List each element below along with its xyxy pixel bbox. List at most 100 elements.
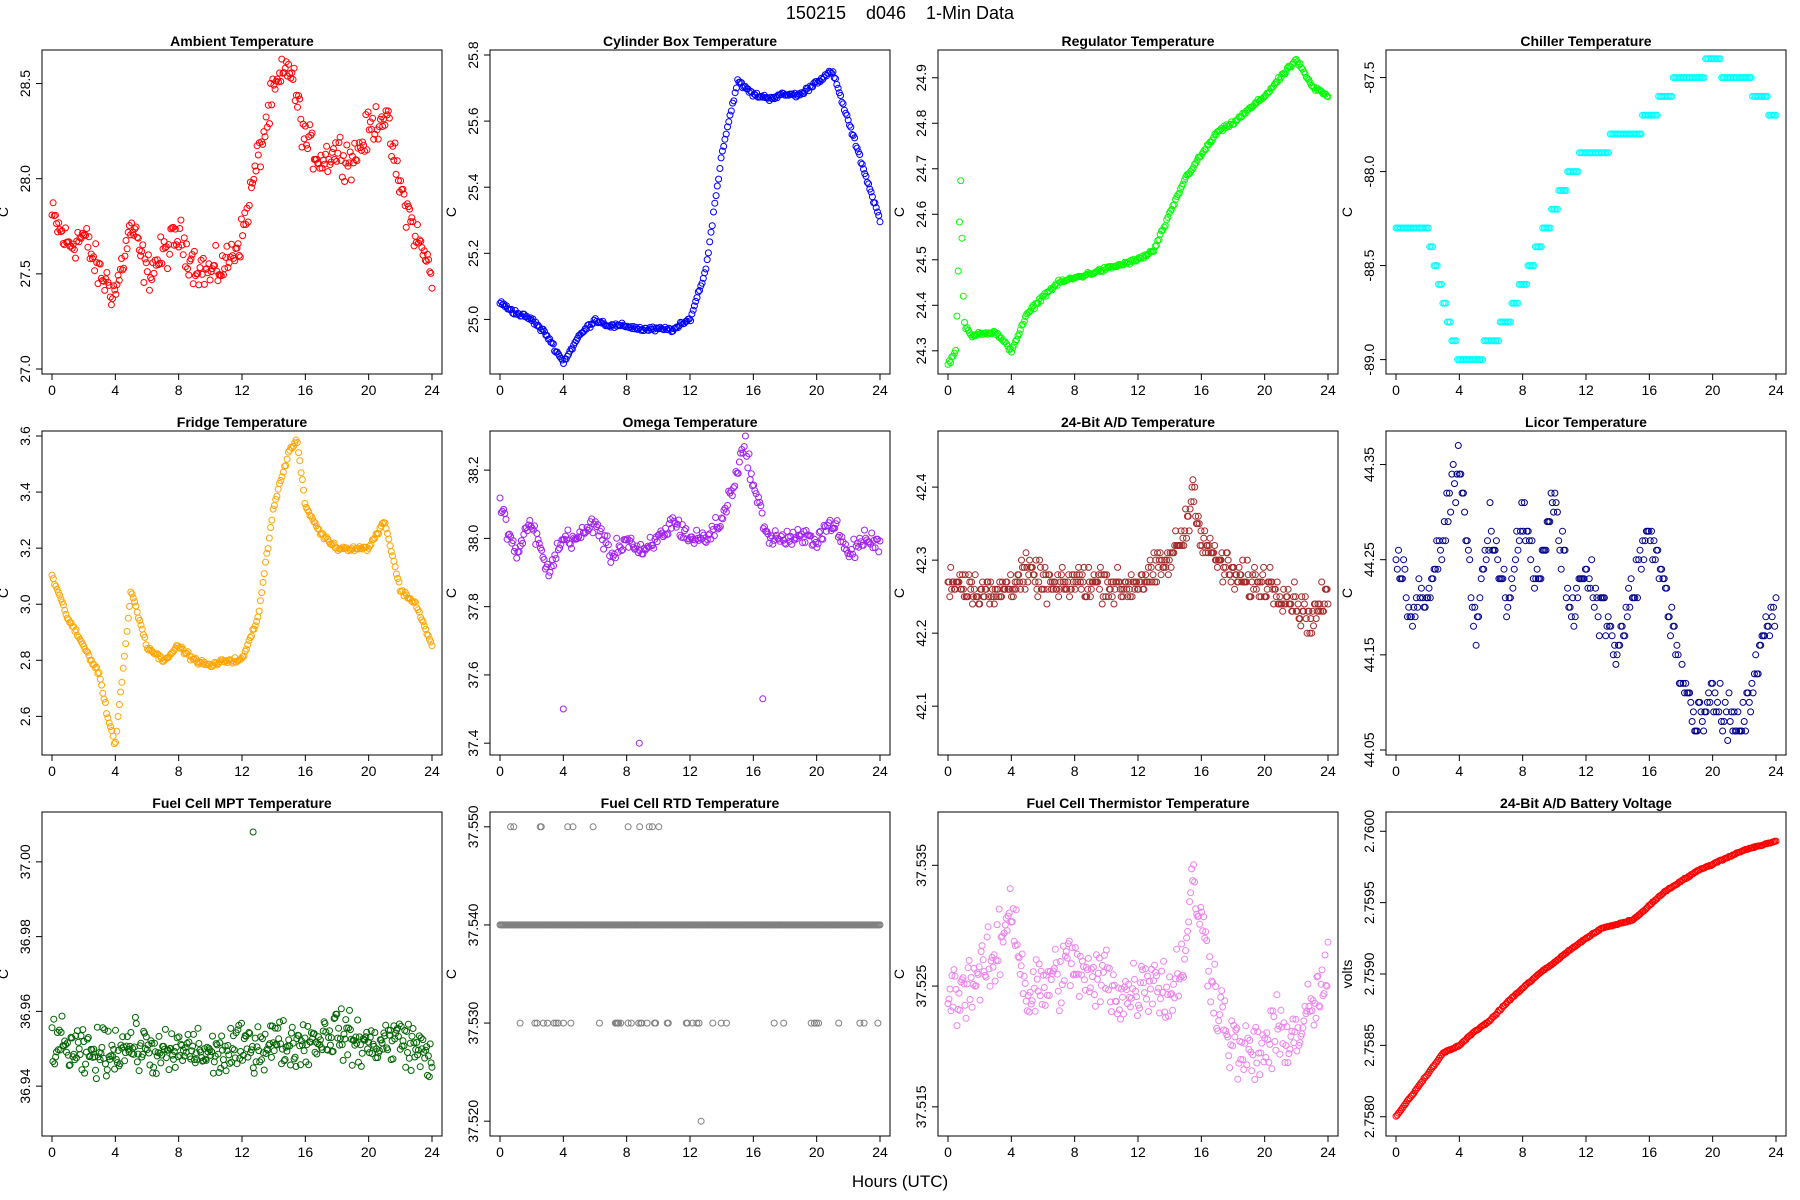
data-point (257, 163, 264, 171)
data-point (251, 622, 259, 630)
data-point (309, 165, 317, 173)
x-tick-label: 16 (298, 382, 314, 398)
data-point (1557, 565, 1565, 573)
data-point (1257, 593, 1265, 601)
y-tick-label: 36.98 (17, 919, 33, 954)
data-point (1590, 603, 1598, 611)
data-point (663, 531, 671, 539)
data-point (1301, 1002, 1309, 1010)
y-tick-label: -88.5 (1361, 249, 1377, 281)
data-point (1217, 993, 1225, 1001)
x-tick-label: 16 (1194, 763, 1210, 779)
data-point (424, 631, 432, 639)
data-point (1508, 575, 1516, 583)
data-point (321, 1020, 329, 1027)
data-point (278, 55, 286, 63)
data-point (402, 223, 410, 231)
data-point (404, 1020, 412, 1028)
data-point (1165, 1012, 1173, 1020)
data-point (1041, 1001, 1049, 1009)
data-point (1757, 641, 1765, 649)
data-point (1270, 1013, 1278, 1021)
data-point (265, 534, 273, 542)
data-point (101, 699, 109, 706)
data-point (546, 568, 554, 576)
data-point (1772, 111, 1780, 119)
data-point (53, 1048, 60, 1056)
data-point (1272, 593, 1280, 601)
data-point (856, 1019, 864, 1027)
data-point (1166, 207, 1174, 215)
y-tick-label: 25.2 (465, 239, 481, 266)
data-point (1070, 571, 1078, 579)
panel-5: Fridge TemperatureC048121620242.62.83.03… (0, 414, 443, 779)
data-point (105, 719, 113, 727)
x-tick-label: 24 (1320, 763, 1336, 779)
data-point (371, 1029, 379, 1036)
data-point (196, 264, 204, 272)
data-point (559, 705, 567, 713)
data-point (1551, 489, 1559, 497)
data-point (353, 157, 361, 165)
data-point (248, 1043, 256, 1050)
data-point (165, 1066, 173, 1074)
data-point (1200, 913, 1208, 921)
data-point (1302, 615, 1310, 623)
data-point (1301, 593, 1309, 601)
data-point (1208, 977, 1216, 985)
data-point (600, 545, 608, 553)
x-tick-label: 12 (682, 1144, 698, 1160)
data-point (100, 695, 108, 703)
data-point (1119, 593, 1127, 601)
data-point (1117, 1015, 1124, 1023)
data-point (1151, 961, 1158, 969)
plot-title: Fuel Cell RTD Temperature (601, 795, 780, 811)
data-point (157, 1059, 165, 1067)
data-point (234, 1026, 242, 1034)
x-tick-label: 12 (234, 382, 250, 398)
data-point (1766, 632, 1774, 640)
data-point (117, 688, 125, 696)
data-point (295, 449, 303, 457)
data-point (418, 616, 426, 624)
data-point (1262, 1054, 1270, 1061)
data-point (695, 1019, 703, 1027)
y-tick-label: 25.8 (465, 41, 481, 68)
data-point (1003, 578, 1011, 586)
data-point (1623, 918, 1631, 926)
data-point (246, 634, 254, 641)
data-point (1285, 1050, 1293, 1058)
data-point (867, 540, 874, 548)
data-point (1468, 603, 1476, 611)
data-point (1099, 968, 1107, 976)
data-point (669, 514, 677, 522)
data-point (1519, 527, 1527, 535)
data-point (578, 523, 586, 531)
data-point (1097, 981, 1105, 989)
data-point (968, 1003, 976, 1011)
data-point (1286, 1045, 1294, 1053)
data-point (711, 199, 719, 207)
data-point (1018, 950, 1026, 958)
data-point (1169, 202, 1177, 209)
data-point (1512, 556, 1519, 564)
data-point (301, 1034, 309, 1042)
data-point (839, 100, 847, 108)
data-point (1589, 594, 1597, 602)
data-point (1667, 632, 1674, 640)
data-point (693, 1019, 701, 1027)
data-point (1604, 613, 1612, 621)
data-point (1183, 534, 1190, 542)
y-tick-label: 44.25 (1361, 542, 1377, 577)
data-point (1155, 984, 1163, 992)
data-point (1112, 998, 1120, 1005)
data-point (326, 1027, 333, 1035)
data-point (755, 493, 762, 501)
data-point (104, 714, 112, 722)
y-tick-label: 24.6 (913, 200, 929, 227)
x-tick-label: 0 (944, 1144, 952, 1160)
data-point (734, 469, 742, 477)
data-point (1181, 955, 1189, 963)
data-point (1672, 651, 1680, 659)
data-point (1149, 571, 1157, 579)
